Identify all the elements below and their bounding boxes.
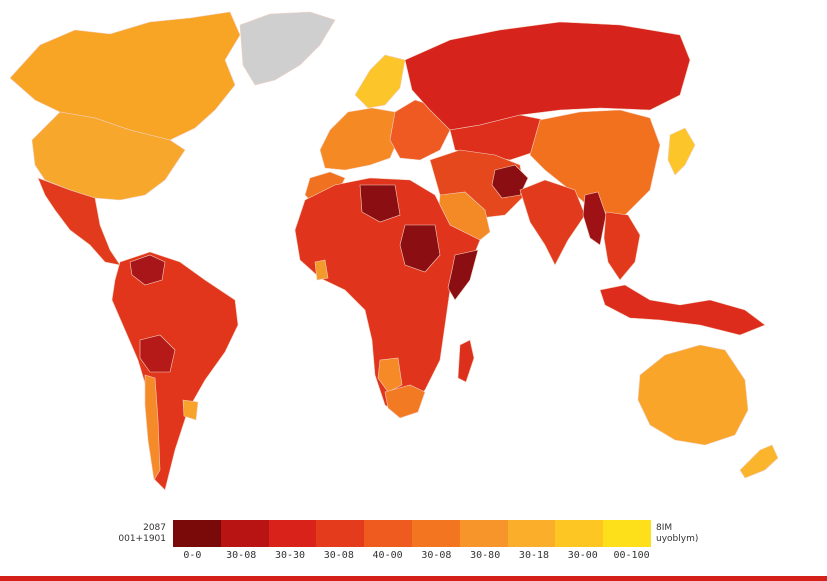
legend-swatch: [316, 520, 365, 547]
world-map: [9, 11, 779, 491]
region-myanmar: [582, 191, 607, 246]
legend-swatch: [364, 520, 412, 547]
region-somalia: [447, 249, 479, 301]
region-indonesia: [599, 284, 766, 336]
legend-swatch: [459, 520, 508, 547]
legend-left-line1: 2087: [143, 523, 166, 533]
legend-tick-label: 30-08: [421, 550, 452, 561]
legend-tick-label: 30-08: [226, 550, 257, 561]
legend-tick-label: 40-00: [372, 550, 403, 561]
legend-swatch: [268, 520, 317, 547]
region-uruguay: [182, 399, 199, 421]
region-south-america: [111, 251, 239, 491]
legend-tick-label: 30-18: [518, 550, 550, 561]
legend-tick-labels: 0-0 30-08 30-30 30-08 40-00 30-08 30-80 30-18 30…: [168, 550, 656, 561]
legend-tick-label: 30-08: [323, 550, 354, 561]
legend-swatch: [555, 520, 604, 547]
legend-tick-label: 00-100: [613, 550, 650, 561]
legend-right-line2: uyoblym): [656, 534, 699, 544]
legend-swatch: [507, 520, 556, 547]
legend-swatch: [411, 520, 460, 547]
legend-swatch: [220, 520, 269, 547]
legend-tick-label: 30-80: [470, 550, 501, 561]
bottom-border: [0, 576, 827, 581]
legend-right-line1: 8IM: [656, 523, 673, 533]
map-legend: 2087 001+1901 0-0 30-08 30-30 30-08 40-00 30-…: [0, 510, 827, 581]
region-afghanistan: [491, 164, 529, 199]
region-south-africa: [384, 384, 426, 419]
region-sudan: [399, 224, 441, 273]
legend-left-caption: 2087 001+1901: [110, 523, 166, 545]
region-australia: [637, 344, 749, 446]
region-russia: [404, 21, 691, 131]
legend-tick-label: 0-0: [183, 550, 202, 561]
legend-swatch: [603, 520, 651, 547]
region-southeast-asia: [603, 211, 641, 281]
region-namibia: [377, 357, 403, 393]
legend-right-caption: 8IM uyoblym): [656, 523, 726, 545]
region-ghana: [314, 259, 329, 281]
region-india: [519, 179, 586, 266]
region-venezuela: [129, 254, 166, 286]
region-libya: [359, 184, 401, 223]
region-bolivia: [139, 334, 176, 373]
region-madagascar: [457, 339, 475, 383]
region-chile: [144, 374, 161, 481]
region-greenland: [239, 11, 336, 86]
region-usa: [31, 111, 186, 201]
legend-color-scale: [173, 520, 651, 547]
legend-tick-label: 30-30: [274, 550, 306, 561]
region-scandinavia: [354, 54, 406, 109]
region-new-zealand: [739, 444, 779, 479]
legend-swatch: [173, 520, 221, 547]
region-japan: [667, 127, 696, 176]
legend-tick-label: 30-00: [567, 550, 598, 561]
legend-left-line2: 001+1901: [118, 534, 166, 544]
region-china: [529, 109, 661, 216]
region-mexico-central-america: [37, 177, 121, 266]
